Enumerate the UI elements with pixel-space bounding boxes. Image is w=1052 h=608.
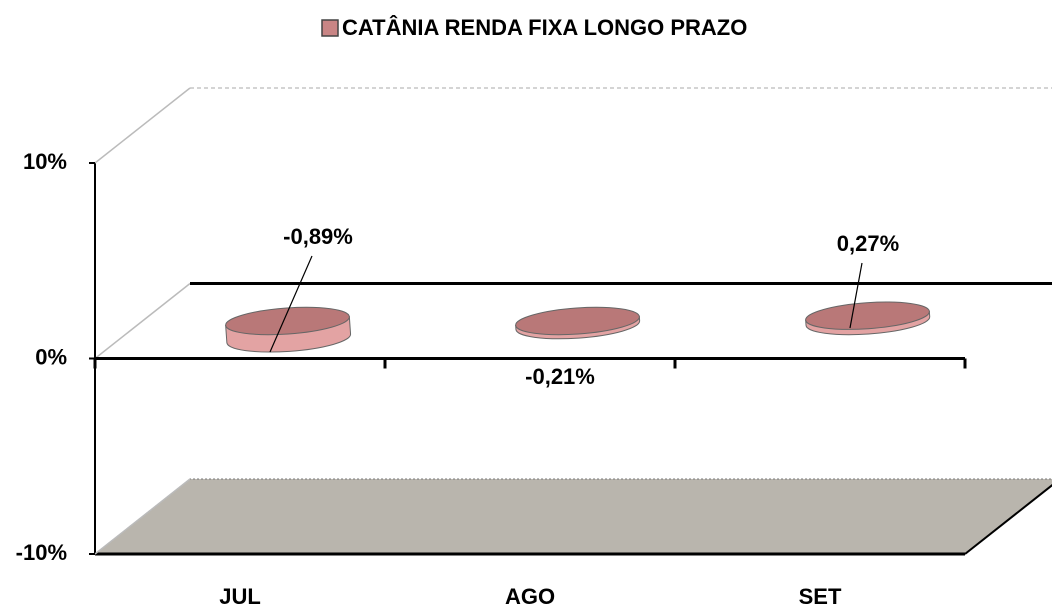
wall-grid [94, 282, 191, 360]
x-tick-label: JUL [219, 584, 261, 608]
bar-top [805, 301, 930, 330]
wall-grid [94, 478, 191, 555]
floor-right [964, 484, 1052, 555]
legend-swatch [321, 19, 339, 37]
data-label: -0,21% [525, 364, 595, 389]
legend-label: CATÂNIA RENDA FIXA LONGO PRAZO [342, 15, 747, 40]
x-tick-label: AGO [505, 584, 555, 608]
leader-line [269, 255, 313, 353]
x-tick-label: SET [799, 584, 842, 608]
y-tick-label: 10% [23, 149, 67, 174]
y-tick-label: 0% [35, 344, 67, 369]
wall-grid [94, 87, 191, 164]
floor [93, 478, 1052, 555]
leader-line [849, 262, 863, 329]
bar-top [225, 306, 350, 336]
bar-top [515, 306, 640, 336]
y-tick-label: -10% [16, 540, 67, 565]
data-label: -0,89% [283, 224, 353, 249]
data-label: 0,27% [837, 231, 899, 256]
